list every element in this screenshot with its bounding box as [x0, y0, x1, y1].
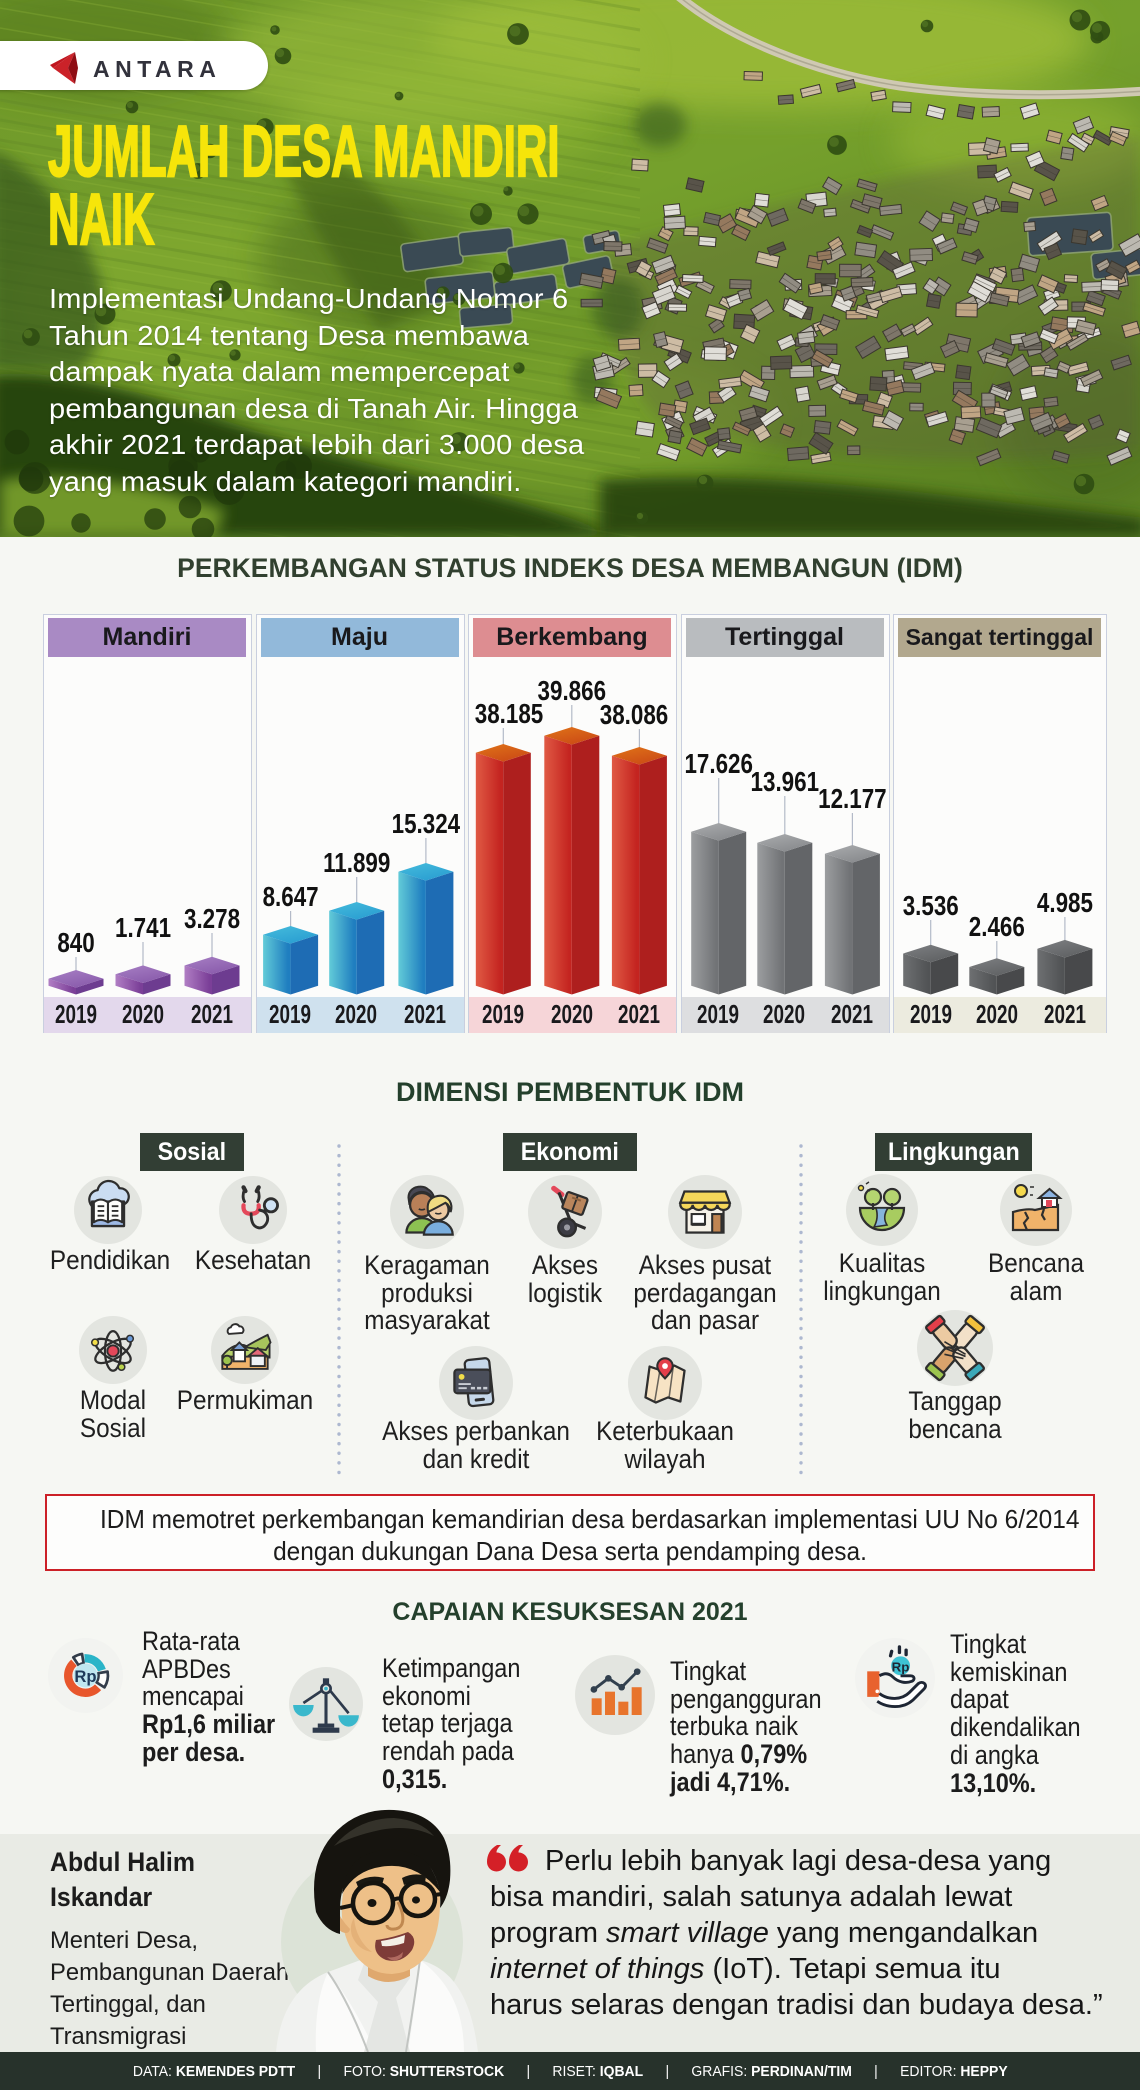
- svg-text:13.961: 13.961: [750, 767, 818, 798]
- svg-text:1.741: 1.741: [115, 913, 171, 944]
- svg-text:11.899: 11.899: [323, 848, 390, 879]
- svg-text:38.185: 38.185: [475, 699, 543, 730]
- svg-text:8.647: 8.647: [262, 882, 318, 913]
- svg-text:2.466: 2.466: [969, 912, 1025, 943]
- svg-text:17.626: 17.626: [684, 749, 752, 780]
- svg-text:840: 840: [57, 928, 94, 959]
- svg-text:39.866: 39.866: [538, 676, 606, 707]
- svg-text:15.324: 15.324: [391, 809, 459, 840]
- svg-text:3.278: 3.278: [184, 904, 240, 935]
- svg-text:Rp: Rp: [892, 1659, 910, 1674]
- svg-text:Rp: Rp: [74, 1666, 96, 1685]
- svg-text:3.536: 3.536: [903, 891, 959, 922]
- svg-text:38.086: 38.086: [600, 700, 668, 731]
- svg-text:12.177: 12.177: [818, 784, 886, 815]
- svg-text:4.985: 4.985: [1037, 888, 1093, 919]
